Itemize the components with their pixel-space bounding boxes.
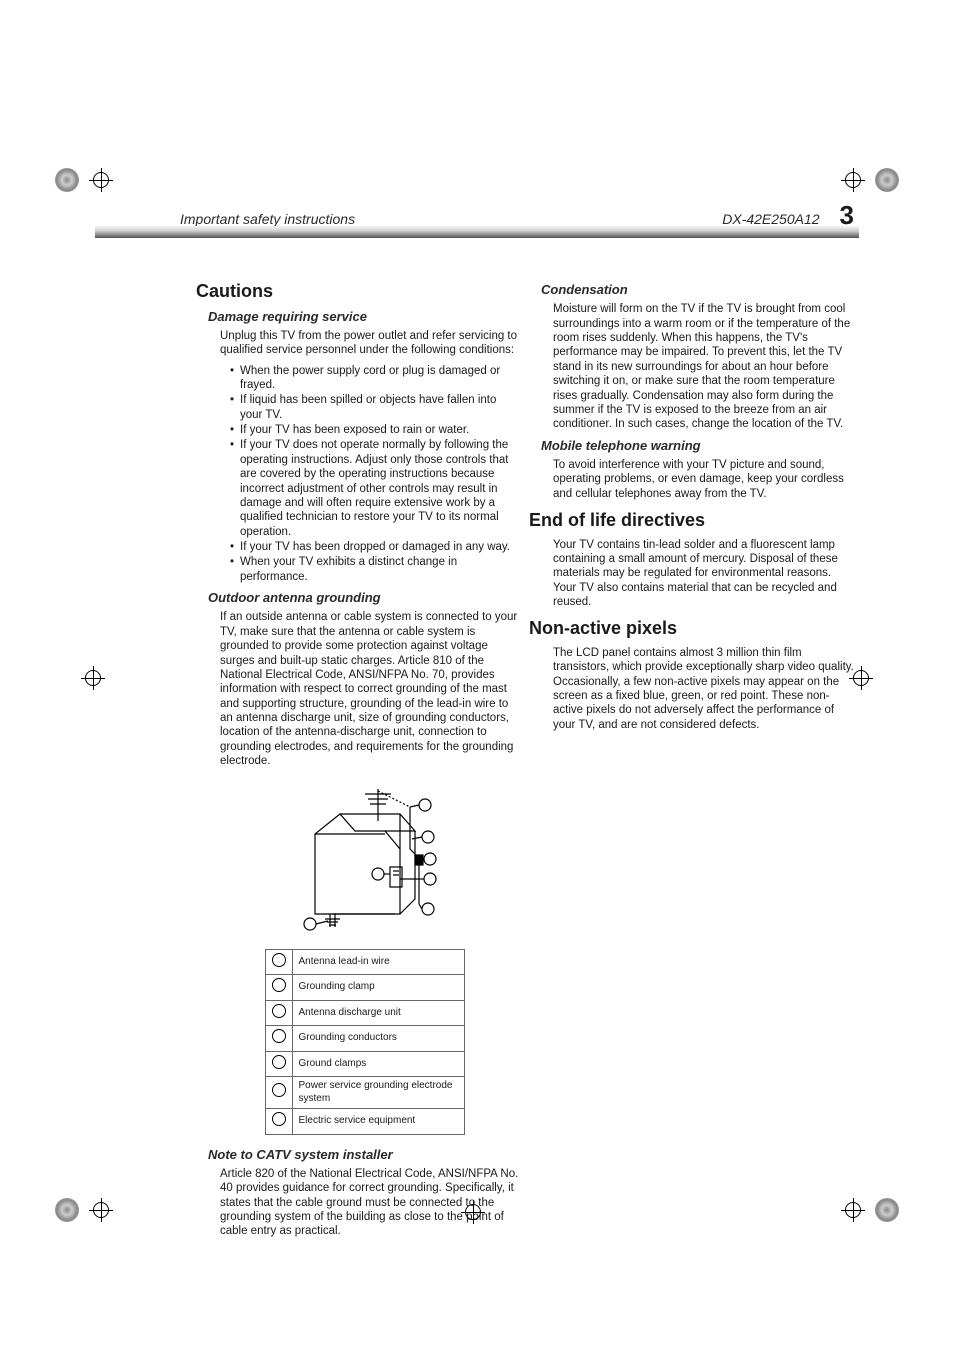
- crop-mark-bl: [55, 1190, 95, 1230]
- bullet-item: When your TV exhibits a distinct change …: [230, 555, 521, 584]
- crop-mark-right: [853, 670, 869, 686]
- crop-mark-br: [859, 1190, 899, 1230]
- condensation-heading: Condensation: [541, 282, 854, 298]
- header-model: DX-42E250A12: [722, 211, 819, 227]
- bullet-item: If liquid has been spilled or objects ha…: [230, 393, 521, 422]
- table-row: Electric service equipment: [265, 1109, 464, 1135]
- crop-mark-tl: [55, 160, 95, 200]
- outdoor-body: If an outside antenna or cable system is…: [220, 610, 521, 768]
- bullet-item: If your TV has been dropped or damaged i…: [230, 540, 521, 554]
- mobile-body: To avoid interference with your TV pictu…: [553, 458, 854, 501]
- table-row: Antenna discharge unit: [265, 1000, 464, 1026]
- legend-circle-icon: [272, 1083, 286, 1097]
- table-row: Grounding clamp: [265, 975, 464, 1001]
- legend-label: Ground clamps: [292, 1051, 464, 1077]
- legend-circle-icon: [272, 953, 286, 967]
- bullet-item: When the power supply cord or plug is da…: [230, 364, 521, 393]
- legend-label: Grounding clamp: [292, 975, 464, 1001]
- damage-bullets: When the power supply cord or plug is da…: [230, 364, 521, 585]
- header-left: Important safety instructions: [180, 211, 355, 227]
- legend-circle-icon: [272, 978, 286, 992]
- damage-intro: Unplug this TV from the power outlet and…: [220, 329, 521, 358]
- legend-label: Power service grounding electrode system: [292, 1077, 464, 1109]
- right-column: Condensation Moisture will form on the T…: [541, 280, 854, 1245]
- catv-heading: Note to CATV system installer: [208, 1147, 521, 1163]
- crop-mark-tr: [859, 160, 899, 200]
- damage-heading: Damage requiring service: [208, 309, 521, 325]
- table-row: Power service grounding electrode system: [265, 1077, 464, 1109]
- pixels-body: The LCD panel contains almost 3 million …: [553, 646, 854, 732]
- content-area: Cautions Damage requiring service Unplug…: [208, 280, 854, 1245]
- outdoor-heading: Outdoor antenna grounding: [208, 590, 521, 606]
- legend-label: Antenna discharge unit: [292, 1000, 464, 1026]
- mobile-heading: Mobile telephone warning: [541, 438, 854, 454]
- bullet-item: If your TV has been exposed to rain or w…: [230, 423, 521, 437]
- legend-circle-icon: [272, 1029, 286, 1043]
- table-row: Grounding conductors: [265, 1026, 464, 1052]
- crop-mark-left: [85, 670, 101, 686]
- legend-label: Grounding conductors: [292, 1026, 464, 1052]
- header-gradient-bar: [95, 226, 859, 238]
- legend-label: Antenna lead-in wire: [292, 949, 464, 975]
- table-row: Antenna lead-in wire: [265, 949, 464, 975]
- cautions-heading: Cautions: [196, 280, 521, 303]
- legend-label: Electric service equipment: [292, 1109, 464, 1135]
- eol-body: Your TV contains tin-lead solder and a f…: [553, 538, 854, 610]
- eol-heading: End of life directives: [529, 509, 854, 532]
- bullet-item: If your TV does not operate normally by …: [230, 438, 521, 539]
- legend-circle-icon: [272, 1112, 286, 1126]
- left-column: Cautions Damage requiring service Unplug…: [208, 280, 521, 1245]
- legend-circle-icon: [272, 1055, 286, 1069]
- legend-circle-icon: [272, 1004, 286, 1018]
- table-row: Ground clamps: [265, 1051, 464, 1077]
- antenna-grounding-diagram: [270, 779, 460, 939]
- catv-body: Article 820 of the National Electrical C…: [220, 1167, 521, 1239]
- pixels-heading: Non-active pixels: [529, 617, 854, 640]
- condensation-body: Moisture will form on the TV if the TV i…: [553, 302, 854, 431]
- legend-table: Antenna lead-in wire Grounding clamp Ant…: [265, 949, 465, 1135]
